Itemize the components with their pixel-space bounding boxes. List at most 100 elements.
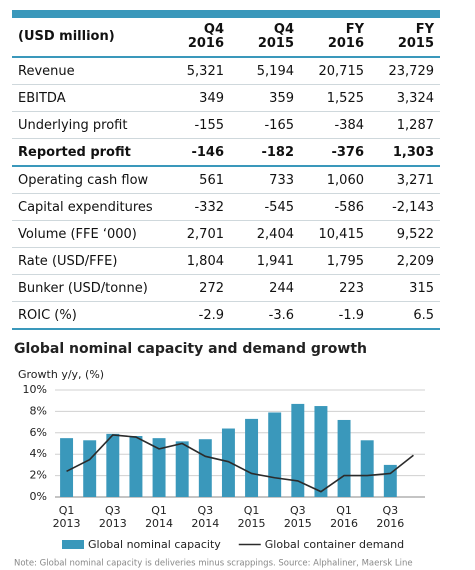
y-tick-label: 4% (30, 447, 47, 460)
table-cell: 3,324 (370, 84, 440, 112)
x-tick-label: Q1 2015 (238, 504, 266, 530)
y-tick-label: 2% (30, 469, 47, 482)
table-cell: 733 (230, 166, 300, 194)
table-cell: 244 (230, 274, 300, 302)
bar (152, 438, 166, 497)
table-cell: Revenue (12, 57, 160, 85)
y-tick-label: 0% (30, 490, 47, 503)
bar (291, 403, 305, 497)
bar (129, 436, 143, 497)
table-cell: -586 (300, 193, 370, 221)
table-cell: 561 (160, 166, 230, 194)
table-cell: -376 (300, 138, 370, 167)
table-cell: -1.9 (300, 301, 370, 330)
table-cell: -155 (160, 111, 230, 139)
table-cell: 6.5 (370, 301, 440, 330)
header-cell: FY 2016 (300, 14, 370, 58)
table-cell: Capital expenditures (12, 193, 160, 221)
table-cell: 2,209 (370, 247, 440, 275)
table-cell: 223 (300, 274, 370, 302)
table-cell: Operating cash flow (12, 166, 160, 194)
table-row: Reported profit -146 -182 -376 1,303 (12, 138, 440, 167)
table-cell: Rate (USD/FFE) (12, 247, 160, 275)
table-cell: -3.6 (230, 301, 300, 330)
table-cell: 1,525 (300, 84, 370, 112)
x-tick-label: Q3 2015 (284, 504, 312, 530)
results-table: (USD million) Q4 2016 Q4 2015 FY 2016 FY 201… (12, 10, 440, 330)
header-cell: Q4 2015 (230, 14, 300, 58)
y-axis-label: Growth y/y, (%) (18, 368, 104, 381)
table-row: Rate (USD/FFE) 1,804 1,941 1,795 2,209 (12, 247, 440, 275)
x-tick-label: Q3 2016 (376, 504, 404, 530)
table-cell: Bunker (USD/tonne) (12, 274, 160, 302)
y-tick-label: 10% (23, 383, 47, 396)
table-cell: 1,287 (370, 111, 440, 139)
table-cell: 10,415 (300, 220, 370, 248)
bar (268, 412, 282, 497)
table-cell: 5,321 (160, 57, 230, 85)
header-cell: (USD million) (12, 14, 160, 58)
note: Note: Global nominal capacity is deliver… (14, 559, 413, 569)
header-cell: Q4 2016 (160, 14, 230, 58)
chart: Global nominal capacity and demand growt… (14, 341, 425, 569)
table-cell: Reported profit (12, 138, 160, 167)
table-cell: 20,715 (300, 57, 370, 85)
x-tick-label: Q3 2013 (99, 504, 127, 530)
table-cell: 1,941 (230, 247, 300, 275)
table-cell: 2,701 (160, 220, 230, 248)
bar (383, 464, 397, 497)
bar (198, 439, 212, 497)
bar (221, 428, 235, 497)
bar (60, 438, 74, 497)
bar (337, 419, 351, 497)
table-row: Underlying profit -155 -165 -384 1,287 (12, 111, 440, 139)
bar (83, 440, 97, 497)
x-tick-label: Q1 2014 (145, 504, 173, 530)
table-cell: Volume (FFE ‘000) (12, 220, 160, 248)
table-cell: 1,804 (160, 247, 230, 275)
line (66, 434, 414, 493)
table-cell: 272 (160, 274, 230, 302)
table-cell: 1,303 (370, 138, 440, 167)
table-row: Operating cash flow 561 733 1,060 3,271 (12, 166, 440, 194)
header-cell: FY 2015 (370, 14, 440, 58)
header-row: (USD million) Q4 2016 Q4 2015 FY 2016 FY 201… (12, 14, 440, 58)
table-cell: 315 (370, 274, 440, 302)
table-cell: -384 (300, 111, 370, 139)
x-tick-label: Q1 2016 (330, 504, 358, 530)
table-row: Capital expenditures -332 -545 -586 -2,143 (12, 193, 440, 221)
table-cell: 359 (230, 84, 300, 112)
table-cell: -2.9 (160, 301, 230, 330)
table-cell: 23,729 (370, 57, 440, 85)
bar (245, 418, 259, 497)
table-row: Bunker (USD/tonne) 272 244 223 315 (12, 274, 440, 302)
table-cell: 5,194 (230, 57, 300, 85)
y-tick-label: 6% (30, 426, 47, 439)
table-cell: -545 (230, 193, 300, 221)
table-cell: Underlying profit (12, 111, 160, 139)
table-cell: 1,795 (300, 247, 370, 275)
table-cell: EBITDA (12, 84, 160, 112)
table-cell: -146 (160, 138, 230, 167)
table-row: Volume (FFE ‘000) 2,701 2,404 10,415 9,522 (12, 220, 440, 248)
x-tick-label: Q3 2014 (191, 504, 219, 530)
table-row: EBITDA 349 359 1,525 3,324 (12, 84, 440, 112)
legend-label: Global container demand (265, 538, 404, 551)
table-cell: -165 (230, 111, 300, 139)
table-cell: -2,143 (370, 193, 440, 221)
x-tick-label: Q1 2013 (53, 504, 81, 530)
table-row: ROIC (%) -2.9 -3.6 -1.9 6.5 (12, 301, 440, 330)
bar (314, 406, 328, 497)
table-cell: 1,060 (300, 166, 370, 194)
legend-label: Global nominal capacity (88, 538, 221, 551)
table-cell: 349 (160, 84, 230, 112)
bar (360, 440, 374, 497)
bar (106, 433, 120, 497)
table-row: Revenue 5,321 5,194 20,715 23,729 (12, 57, 440, 85)
table-cell: 3,271 (370, 166, 440, 194)
bar (175, 441, 189, 497)
table-cell: ROIC (%) (12, 301, 160, 330)
chart-title: Global nominal capacity and demand growt… (14, 341, 367, 357)
table-cell: -332 (160, 193, 230, 221)
